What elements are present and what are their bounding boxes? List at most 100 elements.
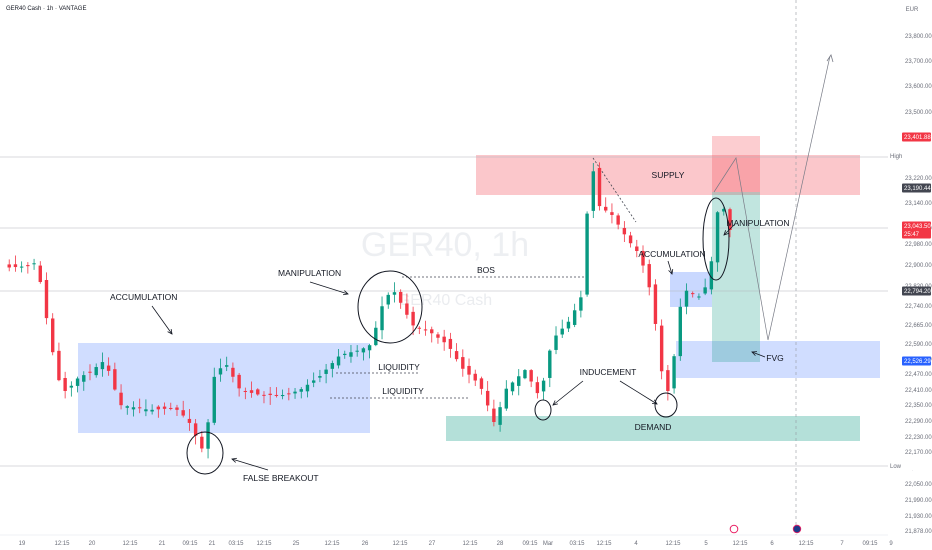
candle-body [510, 382, 515, 392]
candle-body [293, 391, 297, 394]
candle-body [162, 406, 167, 409]
candle-body [367, 345, 372, 351]
x-tick-label: 12:15 [392, 541, 408, 547]
x-tick-label: 4 [634, 541, 638, 547]
y-tick-label: 21,990.00 [905, 498, 932, 504]
candle-body [361, 348, 366, 353]
x-tick-label: 09:15 [182, 541, 198, 547]
candle-body [280, 395, 285, 397]
candle-body [647, 264, 651, 288]
candle-body [641, 250, 645, 266]
x-tick-label: 5 [704, 541, 708, 547]
candle-body [44, 280, 49, 319]
candle-body [554, 335, 558, 350]
symbol-title: GER40 Cash · 1h · VANTAGE [6, 6, 86, 12]
candle-body [448, 338, 453, 349]
manipulation-label: MANIPULATION [278, 268, 341, 278]
candle-body [75, 378, 80, 386]
candle-body [517, 376, 521, 386]
y-tick-label: 21,878.00 [905, 529, 932, 535]
candle-body [349, 352, 353, 357]
candle-body [311, 380, 316, 383]
x-tick-label: 19 [19, 541, 26, 547]
bos-label: BOS [477, 265, 495, 275]
accumulation-arrow-head [167, 329, 173, 335]
candle-body [423, 329, 428, 331]
candle-body [243, 390, 248, 392]
candle-body [13, 264, 18, 268]
watermark-name: GER40 Cash [398, 292, 492, 309]
candle-body [635, 246, 639, 251]
candle-body [380, 306, 384, 331]
event-marker-icon[interactable] [729, 524, 739, 534]
projection-arrowhead [826, 54, 834, 63]
candle-body [684, 290, 689, 307]
candle-body [63, 378, 67, 391]
candle-body [548, 350, 552, 378]
candle-body [485, 390, 490, 406]
price-tag [902, 151, 931, 161]
candle-body [324, 369, 328, 374]
candle-body [7, 264, 11, 268]
candle-body [187, 418, 192, 423]
candle-body [374, 327, 378, 346]
candle-body [442, 336, 446, 343]
price-tag-caption: High [890, 154, 902, 160]
liquidity-label: LIQUIDITY [378, 362, 420, 372]
candle-body [336, 356, 341, 366]
y-tick-label: 22,230.00 [905, 435, 932, 441]
watermark-symbol: GER40, 1h [361, 226, 529, 264]
accumulation-label: ACCUMULATION [110, 292, 177, 302]
x-tick-label: 09:15 [522, 541, 538, 547]
price-tag-value: 22,526.29 [904, 359, 931, 365]
candle-body [206, 422, 210, 449]
event-marker-icon[interactable] [792, 524, 802, 534]
candle-body [535, 382, 540, 394]
y-tick-label: 22,590.00 [905, 342, 932, 348]
candle-body [249, 390, 254, 393]
x-tick-label: 9 [889, 541, 893, 547]
x-tick-label: 12:15 [732, 541, 748, 547]
currency-label: EUR [906, 7, 919, 13]
candle-body [100, 362, 105, 370]
y-tick-label: 22,170.00 [905, 450, 932, 456]
x-tick-label: 26 [362, 541, 369, 547]
candle-body [610, 212, 614, 215]
x-tick-label: 21 [159, 541, 166, 547]
candle-body [560, 328, 564, 335]
candle-body [175, 407, 179, 410]
candle-body [82, 375, 86, 382]
false-breakout-arrow [231, 458, 269, 471]
candle-body [169, 407, 173, 409]
fvg-zone [676, 341, 880, 378]
x-tick-label: 12:15 [798, 541, 814, 547]
inducement-label: INDUCEMENT [580, 367, 637, 377]
candle-body [262, 394, 266, 396]
candle-body [138, 407, 142, 409]
price-tag [902, 132, 931, 142]
fvg-label: FVG [766, 353, 783, 363]
candle-body [436, 334, 440, 338]
x-tick-label: 09:15 [862, 541, 878, 547]
candle-body [237, 374, 241, 389]
y-tick-label: 22,900.00 [905, 263, 932, 269]
candle-body [386, 294, 390, 305]
x-tick-label: 21 [209, 541, 216, 547]
candle-body [715, 212, 720, 263]
candle-body [355, 350, 359, 352]
false-breakout-label: FALSE BREAKOUT [243, 473, 319, 483]
candle-body [604, 206, 608, 211]
manipulation-arrow-2 [723, 223, 736, 236]
candle-body [529, 370, 533, 382]
candle-body [579, 297, 583, 311]
candle-body [591, 171, 595, 211]
y-tick-label: 23,140.00 [905, 201, 932, 207]
candle-body [224, 365, 229, 367]
price-tag [902, 356, 931, 366]
candle-body [697, 296, 701, 298]
price-tag-value: 22,128.60 [904, 464, 931, 470]
price-tag-value: 22,794.20 [904, 289, 931, 295]
fvg-arrow [751, 351, 766, 358]
x-tick-label: 6 [770, 541, 774, 547]
